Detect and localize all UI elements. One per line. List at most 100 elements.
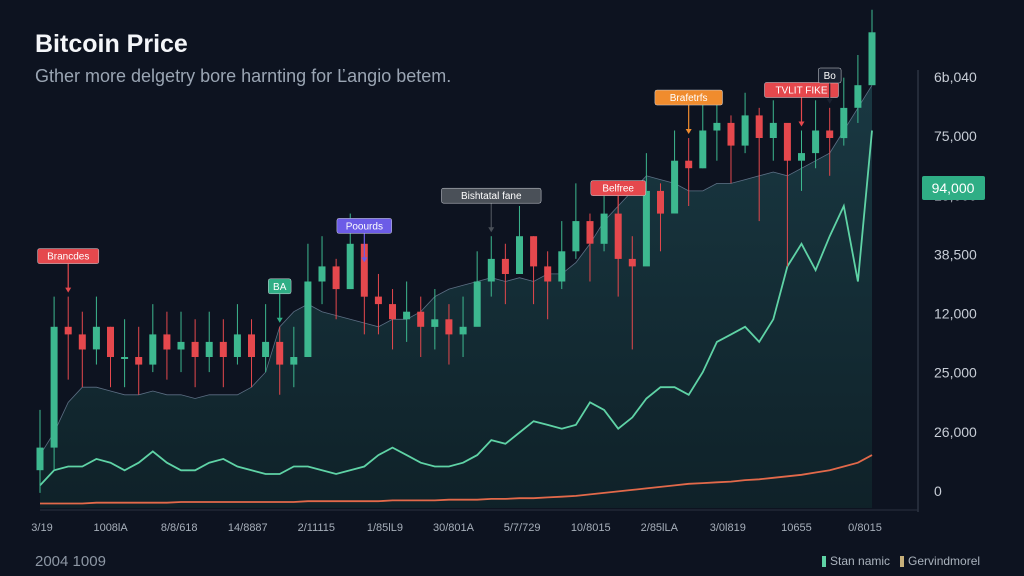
x-tick-label-1: 1008lA [93,522,128,534]
x-tick-label-7: 5/7/729 [504,522,541,534]
y-tick-label-6: 26,000 [934,424,977,440]
candle-35 [530,236,538,267]
candle-23 [360,243,368,297]
annotation-box-5 [654,89,723,106]
annotation-0: Brancdes [37,248,100,293]
candle-46 [685,160,693,169]
candle-45 [671,160,679,214]
annotation-arrow-6 [798,121,805,127]
annotation-5: Brafetrfs [654,89,723,135]
candle-48 [713,122,721,131]
candle-1 [50,326,58,448]
x-tick-label-11: 10655 [781,522,812,534]
candle-33 [501,258,509,274]
annotation-box-0 [37,248,100,264]
candle-4 [92,326,100,350]
candle-40 [600,213,608,244]
candle-30 [459,326,467,335]
candle-31 [473,281,481,327]
candle-5 [107,326,114,357]
candle-19 [304,281,312,357]
candle-26 [403,311,411,320]
annotation-label-7: Bo [824,71,837,82]
candle-24 [374,296,382,305]
candle-10 [177,341,185,350]
footer-date: 2004 1009 [35,553,106,570]
annotation-arrow-2 [361,257,368,263]
candle-27 [417,311,425,327]
candle-55 [812,130,820,154]
x-tick-label-8: 10/8015 [571,522,611,534]
x-tick-label-3: 14/8887 [228,522,268,534]
annotation-label-0: Brancdes [47,252,89,263]
candle-0 [36,447,44,471]
candle-38 [572,221,580,252]
candle-51 [755,115,763,138]
candle-12 [205,341,213,357]
chart-title: Bitcoin Price [35,30,188,58]
candle-59 [868,32,876,86]
candle-42 [628,258,636,267]
x-tick-label-2: 8/8/618 [161,522,198,534]
candle-20 [318,266,326,282]
legend-swatch-1 [900,556,905,568]
candle-2 [64,326,72,335]
candle-17 [276,341,284,365]
annotation-arrow-4 [615,219,622,225]
annotation-box-1 [268,278,292,295]
candle-21 [332,266,340,290]
legend-item-0: Stan namic [822,554,890,568]
candle-29 [445,319,453,335]
candle-49 [727,122,735,146]
candle-8 [149,334,157,365]
y-tick-label-7: 0 [934,483,942,499]
candle-16 [262,341,270,357]
candle-13 [219,341,227,357]
candle-43 [642,190,650,267]
y-tick-label-5: 25,000 [934,365,977,381]
candle-34 [516,236,523,274]
candle-58 [854,85,862,108]
candle-41 [614,213,622,259]
candle-7 [135,357,143,365]
x-tick-label-10: 3/0l819 [710,522,746,534]
chart-subtitle: Gther more delgetry bore harnting for Ľa… [35,66,452,86]
annotation-box-7 [818,67,842,84]
annotation-6: TVLIT FIKE [764,82,839,127]
candle-54 [798,153,805,161]
annotation-label-5: Brafetrfs [670,93,708,104]
annotation-box-4 [590,180,646,196]
candle-18 [290,357,298,365]
candle-57 [840,107,848,139]
candle-50 [741,115,749,146]
candle-37 [558,251,566,282]
annotation-label-4: Belfree [602,184,634,195]
trend-line [39,84,873,456]
candle-14 [233,334,241,357]
annotation-arrow-7 [826,98,833,104]
candle-6 [121,357,129,359]
y-tick-label-3: 38,500 [934,246,977,262]
candle-56 [826,130,834,138]
x-tick-label-6: 30/801A [433,522,475,534]
annotation-arrow-5 [685,129,692,135]
candle-36 [544,266,552,282]
annotation-arrow-3 [488,227,495,233]
x-tick-label-5: 1/85lL9 [367,522,403,534]
legend-label-1: Gervindmorel [908,554,981,568]
candle-25 [389,304,396,320]
trend-area [40,85,872,508]
y-tick-label-0: 6b,040 [934,69,977,85]
candle-28 [431,319,439,327]
annotation-1: BA [268,278,292,323]
candle-39 [586,221,594,244]
candle-3 [78,334,86,350]
annotation-box-6 [764,82,839,98]
annotation-arrow-0 [65,287,72,293]
legend-item-1: Gervindmorel [900,554,980,568]
legend-swatch-0 [822,556,826,568]
candle-47 [699,130,707,169]
y-tick-label-4: 12,000 [934,306,977,322]
annotation-label-2: Poourds [346,221,383,232]
